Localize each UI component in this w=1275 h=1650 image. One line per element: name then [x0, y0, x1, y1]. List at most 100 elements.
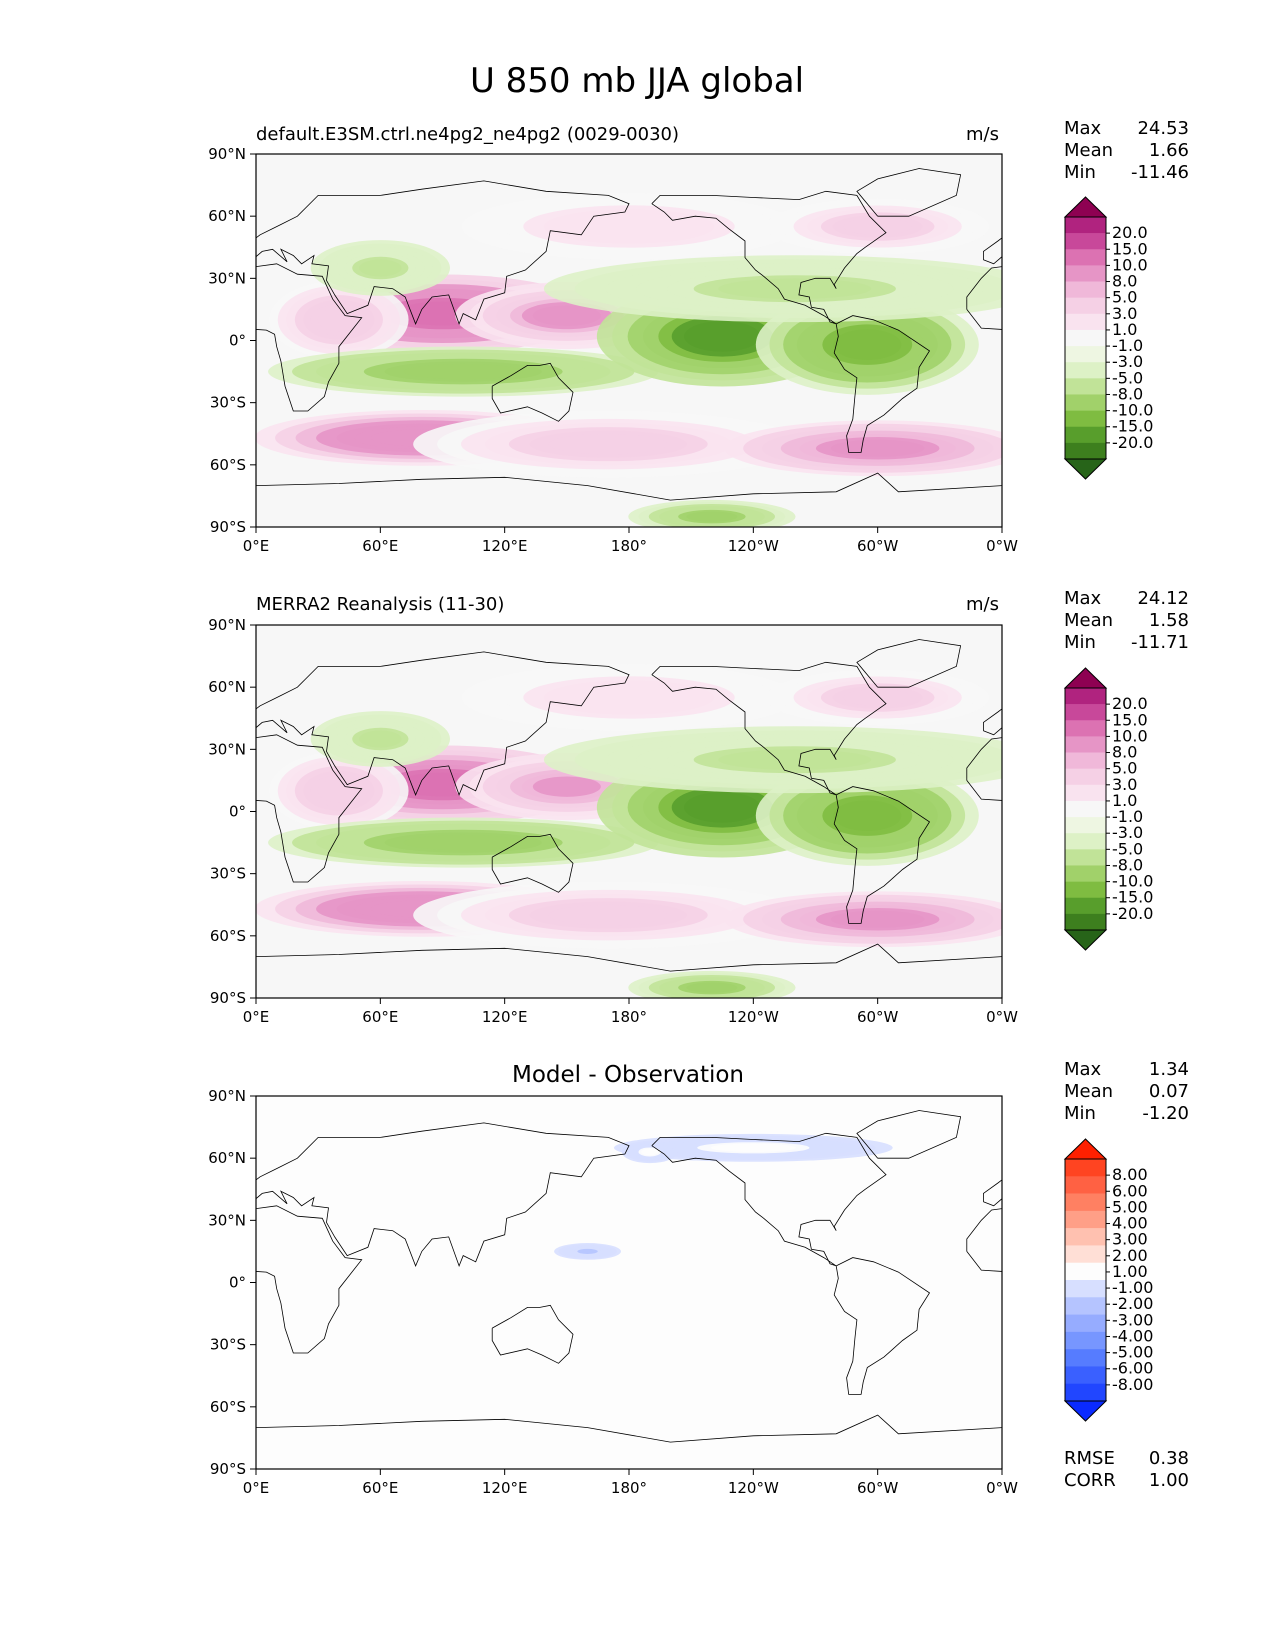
colorbar-segment	[1065, 1331, 1106, 1350]
stat-corr-label: CORR	[1064, 1470, 1116, 1491]
contour-region	[577, 1248, 598, 1254]
x-tick-label: 120°W	[728, 1479, 779, 1497]
stat-min-value: -11.71	[1131, 632, 1189, 653]
stat-mean-value: 1.58	[1149, 610, 1189, 631]
panel-reference-axes: 0°E 60°E 120°E 180° 120°W 60°W 0°W 90°N 60°N 30°N…	[208, 616, 1018, 1026]
panel-diff-colorbar: 8.006.005.004.003.002.001.00-1.00-2.00-3…	[1063, 1138, 1153, 1422]
colorbar-segment	[1065, 865, 1106, 882]
colorbar-label: 10.0	[1112, 255, 1148, 274]
colorbar-segment	[1065, 281, 1106, 298]
colorbar-segment	[1065, 768, 1106, 786]
colorbar-segment	[1065, 1349, 1106, 1367]
contour-region	[843, 689, 912, 707]
colorbar-segment	[1065, 881, 1106, 899]
panel-reference-map	[255, 624, 1003, 999]
y-tick-label: 60°N	[208, 207, 246, 225]
stat-max-value: 1.34	[1149, 1059, 1189, 1080]
colorbar-segment	[1065, 817, 1106, 834]
colorbar-segment	[1065, 346, 1106, 363]
colorbar-label: -8.0	[1112, 384, 1143, 403]
colorbar-label: -10.0	[1112, 872, 1153, 891]
colorbar-segment	[1065, 720, 1106, 737]
y-tick-label: 60°N	[208, 678, 246, 696]
y-tick-label: 30°S	[210, 1336, 246, 1354]
y-tick-label: 90°N	[208, 616, 246, 634]
colorbar-label: 5.0	[1112, 759, 1137, 778]
y-tick-label: 30°N	[208, 740, 246, 758]
y-tick-label: 90°N	[208, 145, 246, 163]
colorbar-label: -20.0	[1112, 433, 1153, 452]
stat-max-value: 24.53	[1137, 118, 1189, 139]
coast-africa	[256, 1205, 363, 1354]
colorbar-label: 8.0	[1112, 743, 1137, 762]
coast-antarctica	[256, 1414, 1002, 1443]
y-tick-label: 0°	[229, 803, 246, 821]
x-tick-label: 180°	[611, 1479, 647, 1497]
coast-africa	[256, 263, 363, 412]
panel-diff: Model - Observation 0°E 60°E 120°E 180° 120°…	[208, 1059, 1189, 1497]
contour-region	[684, 792, 761, 823]
colorbar-label: -15.0	[1112, 417, 1153, 436]
colorbar-segment	[1065, 1262, 1106, 1281]
colorbar-label: -1.00	[1112, 1278, 1153, 1297]
x-tick-label: 0°E	[243, 537, 270, 555]
contour-region	[830, 439, 925, 457]
colorbar-extend-max	[1063, 667, 1108, 689]
colorbar-label: -5.0	[1112, 368, 1143, 387]
contour-region	[830, 910, 925, 928]
colorbar-extend-min	[1063, 1400, 1108, 1422]
colorbar-segment	[1065, 849, 1106, 866]
contour-region	[833, 800, 902, 831]
y-tick-label: 0°	[229, 1274, 246, 1292]
coast-australia	[491, 833, 574, 893]
y-tick-label: 60°S	[210, 456, 246, 474]
colorbar-segment	[1065, 704, 1106, 721]
panel-reference: MERRA2 Reanalysis (11-30) m/s 0°E 60°E 120…	[208, 588, 1189, 1026]
y-tick-label: 30°N	[208, 269, 246, 287]
colorbar-segment	[1065, 378, 1106, 395]
panel-test-axes: 0°E 60°E 120°E 180° 120°W 60°W 0°W 90°N 60°N 30°N…	[208, 145, 1018, 555]
colorbar-segment	[1065, 1366, 1106, 1385]
x-tick-label: 120°E	[482, 537, 528, 555]
colorbar-label: -2.00	[1112, 1294, 1153, 1313]
contour-region	[403, 834, 523, 851]
colorbar-label: 15.0	[1112, 710, 1148, 729]
coast-north-america	[651, 661, 887, 796]
colorbar-label: -1.0	[1112, 807, 1143, 826]
colorbar-label: 20.0	[1112, 223, 1148, 242]
coast-australia	[491, 362, 574, 422]
colorbar-segment	[1065, 1193, 1106, 1212]
colorbar-label: 2.00	[1112, 1246, 1148, 1265]
colorbar-segment	[1065, 784, 1106, 802]
contour-region	[317, 307, 361, 332]
colorbar-label: 15.0	[1112, 239, 1148, 258]
panel-reference-units: m/s	[966, 594, 999, 615]
panel-test-stats: Max 24.53 Mean 1.66 Min -11.46	[1064, 118, 1189, 183]
stat-min-value: -11.46	[1131, 162, 1189, 183]
colorbar-segment	[1065, 1297, 1106, 1315]
colorbar-label: -15.0	[1112, 888, 1153, 907]
x-tick-label: 60°E	[362, 1479, 398, 1497]
contour-region	[718, 278, 872, 299]
colorbar-label: 5.00	[1112, 1197, 1148, 1216]
coast-greenland	[856, 639, 962, 688]
contour-region	[686, 982, 738, 993]
x-tick-label: 120°W	[728, 1008, 779, 1026]
contour-region	[578, 687, 680, 708]
stat-mean-value: 0.07	[1149, 1081, 1189, 1102]
colorbar-segment	[1065, 1176, 1106, 1194]
coast-south-america	[833, 315, 931, 453]
stat-min-value: -1.20	[1142, 1103, 1189, 1124]
colorbar-segment	[1065, 1159, 1106, 1177]
coastlines	[256, 168, 1002, 501]
y-tick-label: 60°N	[208, 1149, 246, 1167]
contour-region	[710, 1143, 796, 1153]
contour-region	[317, 778, 361, 803]
colorbar-label: 8.0	[1112, 272, 1137, 291]
colorbar-segment	[1065, 833, 1106, 850]
contour-region	[403, 363, 523, 380]
y-tick-label: 90°S	[210, 989, 246, 1007]
colorbar-segment	[1065, 800, 1106, 818]
x-tick-label: 180°	[611, 1008, 647, 1026]
coast-eurasia	[256, 1122, 630, 1268]
